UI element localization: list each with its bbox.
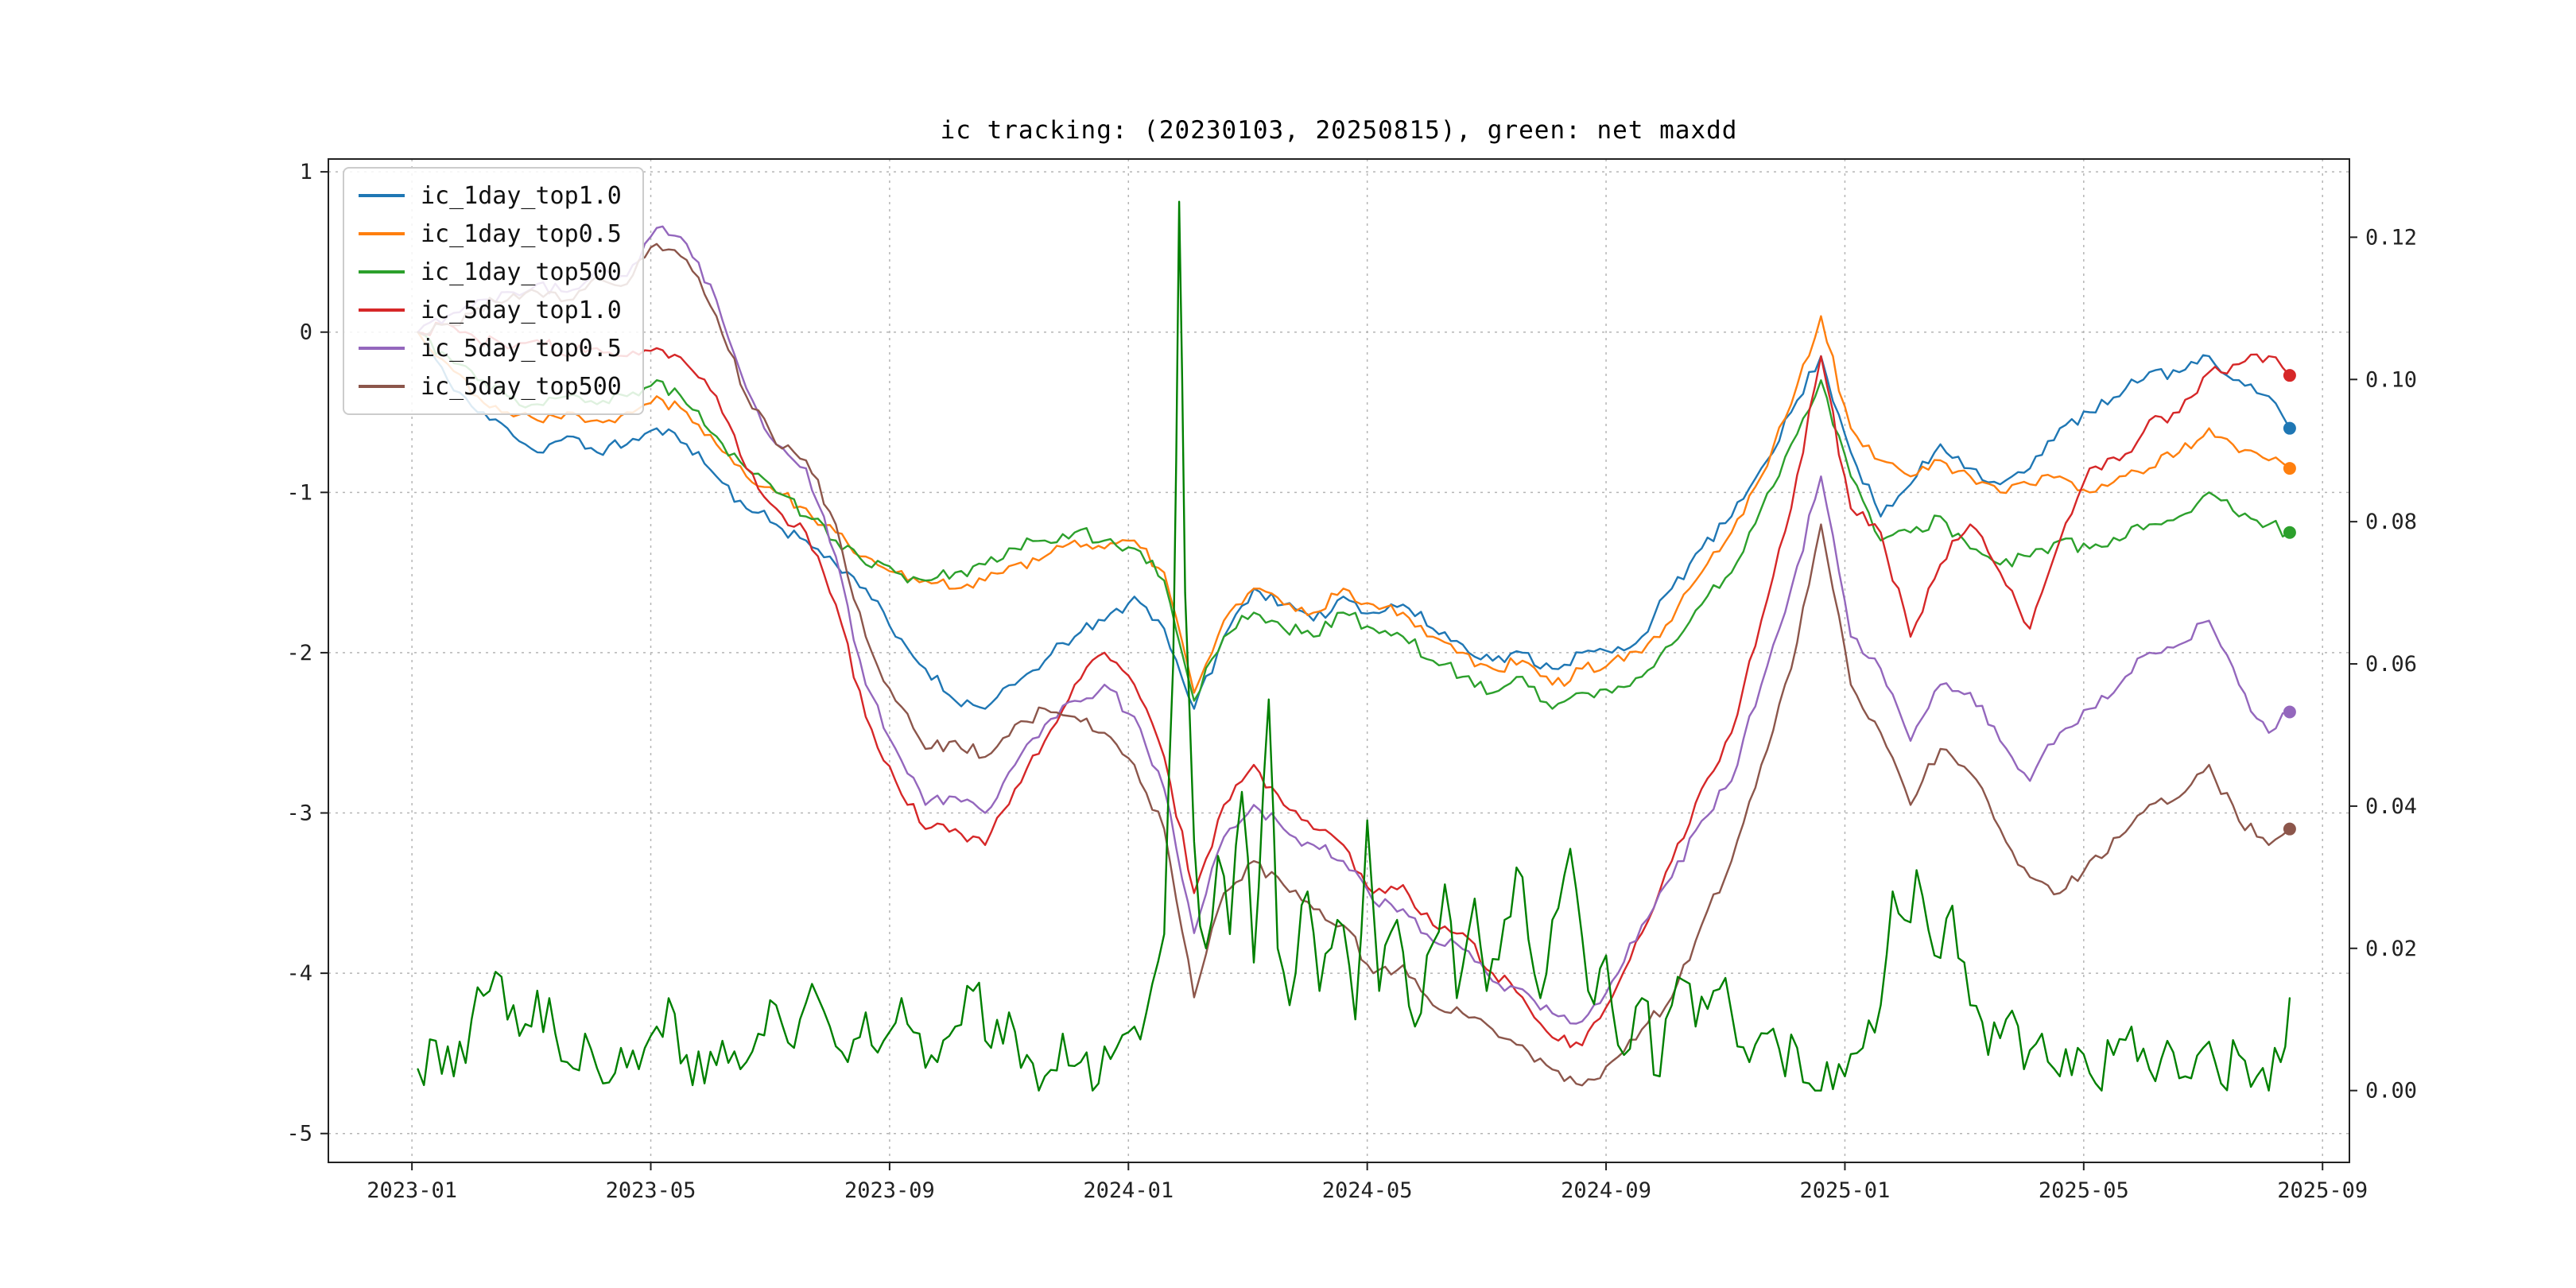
plot-border <box>328 158 2350 1163</box>
left-tick-label: -4 <box>286 961 312 986</box>
right-tick-label: 0.10 <box>2365 367 2417 392</box>
legend-label: ic_1day_top500 <box>421 258 622 286</box>
left-tick-label: -5 <box>286 1122 312 1146</box>
x-tick-label: 2024-09 <box>1561 1178 1651 1203</box>
x-tick-label: 2025-09 <box>2277 1178 2368 1203</box>
legend-label: ic_5day_top0.5 <box>421 334 622 363</box>
legend: ic_1day_top1.0 ic_1day_top0.5 ic_1day_top5… <box>343 167 644 415</box>
right-tick-label: 0.06 <box>2365 652 2417 677</box>
x-tick-label: 2025-01 <box>1800 1178 1891 1203</box>
axis-tick-labels: 2023-01 2023-05 2023-09 2024-01 2024-05 2024-… <box>286 160 2417 1203</box>
legend-swatch-ic_5day_top0.5 <box>359 347 405 350</box>
series-line-ic_5day_top500 <box>417 242 2291 1087</box>
legend-item-ic_5day_top500: ic_5day_top500 <box>359 367 622 405</box>
legend-label: ic_5day_top1.0 <box>421 296 622 324</box>
end-dot-ic_5day_top0.5 <box>2283 705 2296 719</box>
end-dot-ic_1day_top1.0 <box>2283 421 2296 435</box>
series-line-net_maxdd <box>417 200 2291 1092</box>
series-line-ic_1day_top1.0 <box>417 331 2291 710</box>
x-tick-label: 2024-05 <box>1322 1178 1413 1203</box>
left-tick-label: -1 <box>286 480 312 505</box>
series-line-ic_5day_top0.5 <box>417 225 2291 1025</box>
series-line-ic_1day_top500 <box>417 331 2291 710</box>
left-tick-label: 1 <box>300 160 312 184</box>
legend-label: ic_5day_top500 <box>421 372 622 401</box>
series-line-ic_1day_top0.5 <box>417 315 2291 694</box>
right-tick-label: 0.00 <box>2365 1079 2417 1104</box>
x-tick-label: 2025-05 <box>2039 1178 2129 1203</box>
legend-swatch-ic_5day_top1.0 <box>359 308 405 312</box>
left-tick-label: -3 <box>286 801 312 826</box>
left-tick-label: -2 <box>286 641 312 665</box>
end-dot-ic_5day_top1.0 <box>2283 369 2296 382</box>
series-lines <box>417 200 2291 1092</box>
end-dot-ic_5day_top500 <box>2283 822 2296 836</box>
legend-swatch-ic_1day_top1.0 <box>359 194 405 197</box>
end-dot-ic_1day_top500 <box>2283 526 2296 539</box>
gridlines <box>328 159 2349 1162</box>
right-tick-label: 0.04 <box>2365 794 2417 819</box>
x-tick-label: 2023-05 <box>606 1178 696 1203</box>
series-line-ic_5day_top1.0 <box>417 321 2291 1049</box>
x-tick-label: 2024-01 <box>1083 1178 1174 1203</box>
legend-item-ic_5day_top0.5: ic_5day_top0.5 <box>359 329 622 367</box>
legend-swatch-ic_1day_top0.5 <box>359 232 405 235</box>
right-tick-label: 0.12 <box>2365 225 2417 250</box>
right-tick-label: 0.02 <box>2365 937 2417 961</box>
x-tick-label: 2023-09 <box>844 1178 935 1203</box>
legend-item-ic_1day_top500: ic_1day_top500 <box>359 253 622 291</box>
end-dot-ic_1day_top0.5 <box>2283 462 2296 475</box>
axis-ticks <box>320 171 2357 1170</box>
legend-label: ic_1day_top1.0 <box>421 181 622 210</box>
legend-item-ic_1day_top1.0: ic_1day_top1.0 <box>359 177 622 215</box>
x-tick-label: 2023-01 <box>367 1178 457 1203</box>
right-tick-label: 0.08 <box>2365 510 2417 534</box>
left-tick-label: 0 <box>300 320 312 345</box>
legend-label: ic_1day_top0.5 <box>421 219 622 248</box>
legend-item-ic_1day_top0.5: ic_1day_top0.5 <box>359 215 622 253</box>
series-end-dots <box>2283 369 2296 836</box>
legend-swatch-ic_1day_top500 <box>359 270 405 274</box>
legend-item-ic_5day_top1.0: ic_5day_top1.0 <box>359 291 622 329</box>
legend-swatch-ic_5day_top500 <box>359 385 405 388</box>
chart-title: ic tracking: (20230103, 20250815), green… <box>940 116 1738 145</box>
